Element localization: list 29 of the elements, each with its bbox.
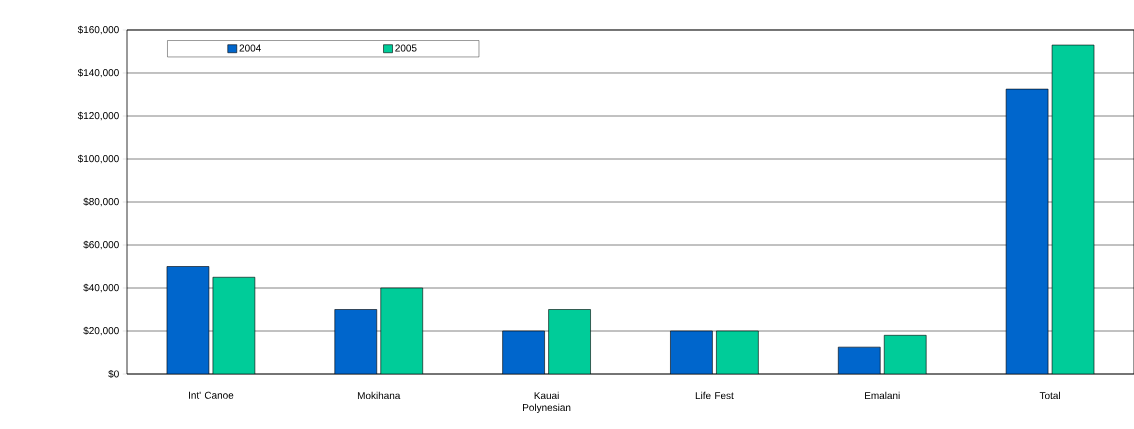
bar <box>883 335 927 374</box>
y-tick-label: $40,000 <box>83 283 119 293</box>
bar <box>1005 88 1049 374</box>
x-tick-label: Life Fest <box>695 391 734 400</box>
legend-label: 2004 <box>239 44 261 52</box>
y-tick-label: $80,000 <box>83 197 119 207</box>
bar <box>548 309 591 374</box>
x-tick-label: Total <box>1039 391 1060 400</box>
y-tick-label: $140,000 <box>77 68 119 78</box>
y-tick-label: $100,000 <box>77 154 119 164</box>
bar <box>502 330 545 374</box>
bar <box>837 346 881 374</box>
y-tick-label: $120,000 <box>77 111 119 121</box>
y-tick-label: $20,000 <box>83 326 119 336</box>
x-tick-label: Int' Canoe <box>189 391 234 399</box>
legend-label: 2005 <box>395 44 417 52</box>
bar <box>670 330 713 374</box>
y-tick-label: $0 <box>108 369 119 379</box>
y-tick-label: $160,000 <box>77 25 119 35</box>
bar <box>166 266 210 374</box>
bar <box>334 309 378 374</box>
x-tick-label: Kauai Polynesian <box>523 391 571 414</box>
bar <box>380 287 424 374</box>
x-tick-label: Emalani <box>865 391 900 400</box>
bar <box>716 330 759 374</box>
bar <box>212 276 256 374</box>
y-tick-label: $60,000 <box>83 240 119 250</box>
bar <box>1051 44 1095 374</box>
x-tick-label: Mokihana <box>357 391 401 400</box>
